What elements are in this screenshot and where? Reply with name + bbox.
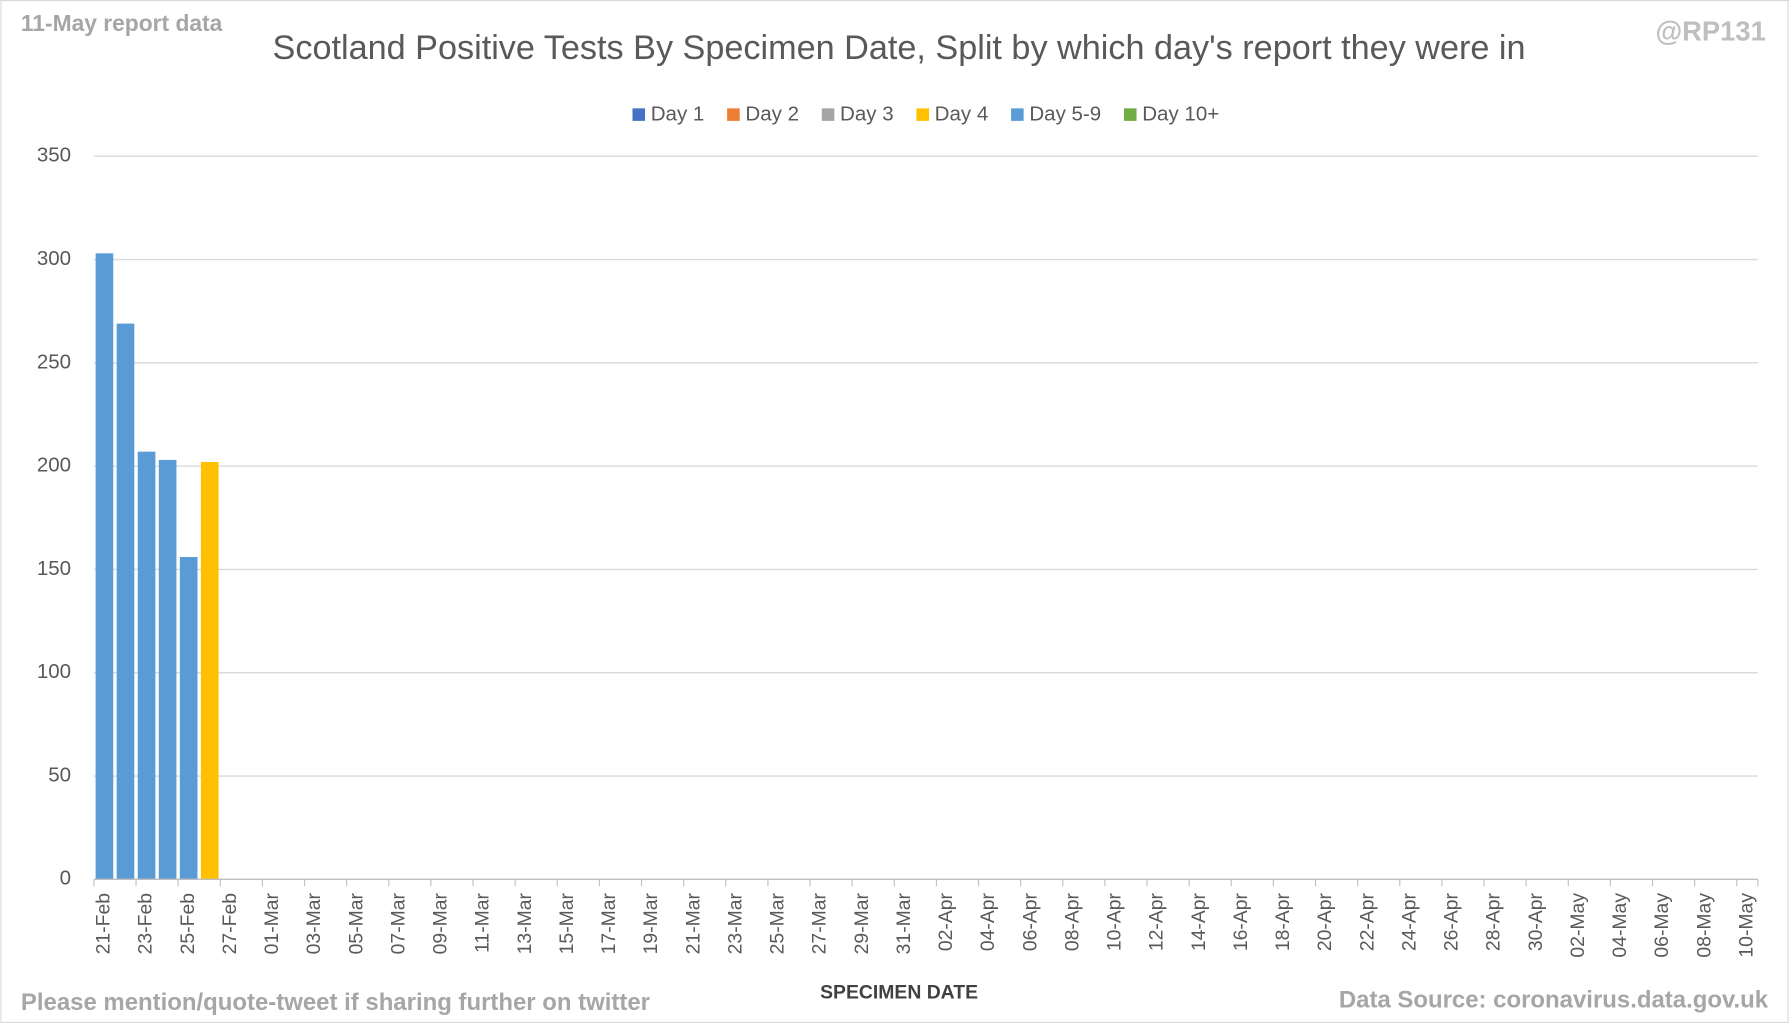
x-tick-label: 12-Apr xyxy=(1146,892,1168,951)
bar xyxy=(200,461,219,880)
legend-swatch xyxy=(727,108,740,121)
x-tick-label: 14-Apr xyxy=(1188,892,1210,951)
x-tick-label: 06-Apr xyxy=(1019,892,1041,951)
x-tick-label: 07-Mar xyxy=(387,892,409,954)
y-tick-label: 350 xyxy=(37,144,71,167)
x-tick-label: 26-Apr xyxy=(1441,892,1463,951)
legend-label: Day 1 xyxy=(651,103,705,126)
x-tick-label: 11-Mar xyxy=(472,892,494,952)
footer-right: Data Source: coronavirus.data.gov.uk xyxy=(1339,987,1769,1014)
y-tick-label: 150 xyxy=(37,557,71,580)
legend-label: Day 10+ xyxy=(1142,103,1219,126)
x-tick-label: 03-Mar xyxy=(303,892,325,954)
legend-label: Day 5-9 xyxy=(1029,103,1101,126)
legend-swatch xyxy=(916,108,929,121)
x-tick-label: 17-Mar xyxy=(598,892,620,954)
legend: Day 1 Day 2 Day 3 Day 4 Day 5-9 Day 10+ xyxy=(632,103,1219,126)
x-tick-label: 08-Apr xyxy=(1061,892,1083,951)
x-tick-label: 24-Apr xyxy=(1398,892,1420,951)
x-tick-label: 29-Mar xyxy=(851,892,873,954)
x-tick-label: 02-Apr xyxy=(935,892,957,951)
x-tick-label: 27-Mar xyxy=(809,892,831,954)
legend-swatch xyxy=(1123,108,1137,121)
x-tick-label: 23-Mar xyxy=(724,892,746,954)
x-tick-label: 25-Mar xyxy=(767,892,789,954)
y-tick-label: 200 xyxy=(37,454,71,477)
legend-label: Day 2 xyxy=(745,103,799,126)
x-tick-label: 10-Apr xyxy=(1104,892,1126,951)
y-tick-label: 0 xyxy=(60,867,71,890)
x-tick-label: 20-Apr xyxy=(1314,892,1336,951)
y-tick-label: 100 xyxy=(37,660,71,683)
x-tick-label: 18-Apr xyxy=(1272,892,1294,951)
x-tick-label: 22-Apr xyxy=(1356,892,1378,951)
x-tick-label: 27-Feb xyxy=(219,893,241,954)
bar xyxy=(179,557,198,880)
x-tick-label: 21-Mar xyxy=(682,892,704,954)
x-tick-label: 23-Feb xyxy=(135,893,157,954)
x-tick-label: 19-Mar xyxy=(640,892,662,954)
x-tick-label: 28-Apr xyxy=(1483,892,1505,951)
x-tick-label: 10-May xyxy=(1735,893,1757,958)
legend-swatch xyxy=(821,108,835,121)
corner-note: 11-May report data xyxy=(21,10,223,36)
legend-swatch xyxy=(1011,108,1024,121)
bar xyxy=(158,459,177,880)
x-tick-label: 02-May xyxy=(1567,893,1589,958)
legend-label: Day 3 xyxy=(840,103,894,126)
x-tick-label: 25-Feb xyxy=(177,893,199,954)
chart-title: Scotland Positive Tests By Specimen Date… xyxy=(273,29,1526,67)
legend-swatch xyxy=(632,108,646,121)
x-tick-label: 13-Mar xyxy=(514,892,536,954)
y-tick-label: 300 xyxy=(37,247,71,270)
x-tick-label: 09-Mar xyxy=(430,892,452,954)
x-tick-label: 05-Mar xyxy=(345,892,367,954)
y-tick-label: 250 xyxy=(37,350,71,373)
x-tick-label: 31-Mar xyxy=(893,892,915,954)
x-axis-label: SPECIMEN DATE xyxy=(820,981,978,1003)
y-tick-label: 50 xyxy=(48,763,71,786)
x-tick-label: 04-May xyxy=(1609,893,1631,958)
x-tick-label: 04-Apr xyxy=(977,892,999,951)
x-tick-label: 30-Apr xyxy=(1525,892,1547,951)
footer-left: Please mention/quote-tweet if sharing fu… xyxy=(21,989,650,1016)
x-tick-label: 16-Apr xyxy=(1230,892,1252,951)
bar xyxy=(137,451,156,880)
handle: @RP131 xyxy=(1655,15,1765,46)
x-tick-label: 21-Feb xyxy=(93,893,115,954)
x-tick-label: 08-May xyxy=(1693,893,1715,958)
legend-label: Day 4 xyxy=(935,103,989,126)
bar xyxy=(116,323,135,880)
x-tick-label: 01-Mar xyxy=(261,892,283,954)
bar xyxy=(95,253,114,880)
x-tick-label: 06-May xyxy=(1651,893,1673,958)
x-tick-label: 15-Mar xyxy=(556,892,578,954)
